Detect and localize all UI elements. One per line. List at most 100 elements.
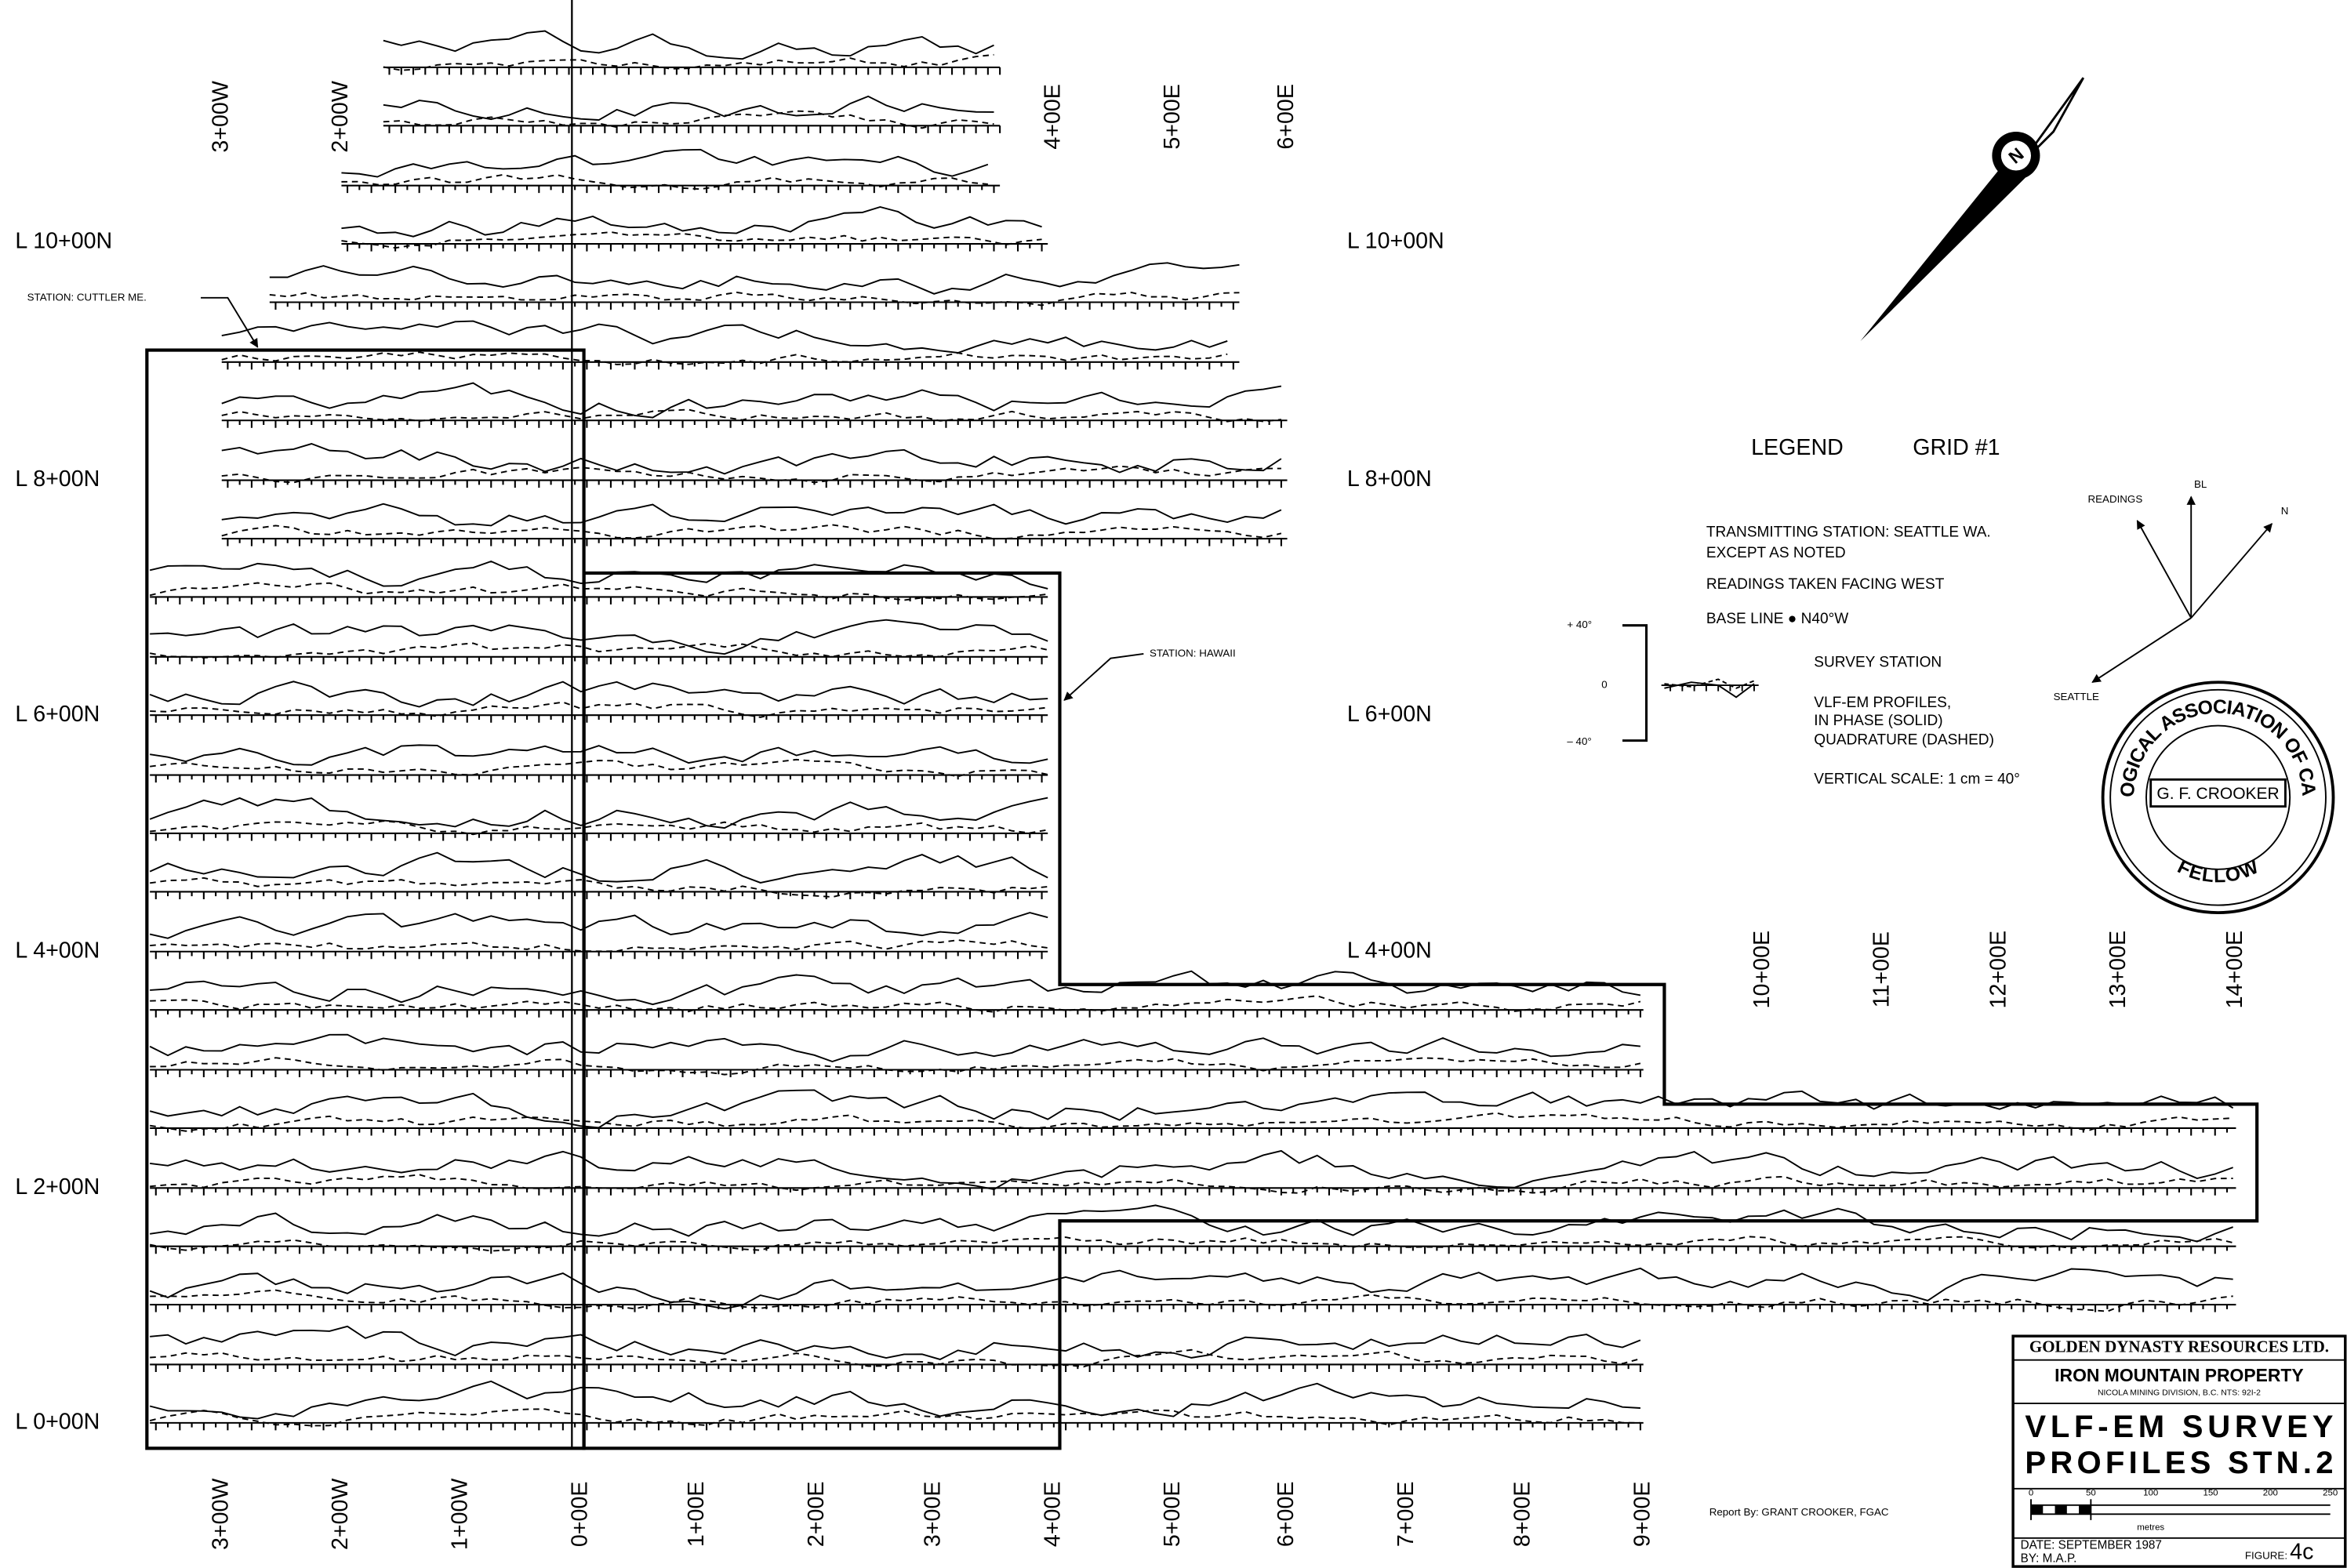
quadrature-profile bbox=[222, 524, 1281, 539]
in-phase-profile bbox=[150, 620, 1048, 655]
company: GOLDEN DYNASTY RESOURCES LTD. bbox=[2029, 1337, 2329, 1356]
line-label: L 0+00N bbox=[15, 1409, 100, 1434]
legend-text: TRANSMITTING STATION: SEATTLE WA. bbox=[1706, 524, 1991, 540]
legend-text: BASE LINE ● N40°W bbox=[1706, 611, 1848, 627]
figure: 4c bbox=[2290, 1539, 2313, 1564]
north-arrow: N bbox=[1860, 78, 2083, 341]
figure-label: FIGURE: bbox=[2245, 1549, 2287, 1561]
profile-baseline bbox=[383, 67, 1000, 75]
in-phase-profile bbox=[150, 1205, 2233, 1241]
drawn-by: BY: M.A.P. bbox=[2021, 1552, 2077, 1566]
scale-label: 0 bbox=[2029, 1489, 2033, 1498]
quadrature-profile bbox=[150, 1174, 2233, 1192]
legend-text: QUADRATURE (DASHED) bbox=[1814, 732, 1994, 749]
station-note: STATION: HAWAII bbox=[1150, 648, 1236, 659]
station-label: 11+00E bbox=[1869, 931, 1895, 1007]
station-label: 2+00E bbox=[804, 1482, 829, 1548]
profile-baseline bbox=[150, 1128, 2236, 1136]
line-label: L 4+00N bbox=[15, 938, 100, 963]
profile-baseline bbox=[150, 775, 1048, 783]
scale-bar: 050100150200250 bbox=[2029, 1489, 2338, 1520]
profile-baseline bbox=[222, 362, 1240, 370]
in-phase-profile bbox=[150, 681, 1048, 706]
profile-baseline bbox=[150, 891, 1048, 899]
profile-baseline bbox=[150, 1188, 2236, 1196]
in-phase-profile bbox=[222, 321, 1227, 353]
in-phase-profile bbox=[341, 207, 1041, 237]
direction-label: SEATTLE bbox=[2054, 691, 2099, 702]
quadrature-profile bbox=[341, 175, 987, 189]
leader bbox=[1064, 654, 1143, 700]
division: NICOLA MINING DIVISION, B.C. NTS: 92I-2 bbox=[2098, 1388, 2261, 1397]
in-phase-profile bbox=[150, 1327, 1640, 1359]
leader bbox=[201, 298, 258, 347]
station-label: 13+00E bbox=[2105, 931, 2131, 1008]
report-by: Report By: GRANT CROOKER, FGAC bbox=[1709, 1506, 1889, 1518]
station-label: 4+00E bbox=[1040, 84, 1065, 150]
station-label: 6+00E bbox=[1273, 1482, 1299, 1548]
profile-baseline bbox=[270, 302, 1240, 310]
station-label: 9+00E bbox=[1629, 1482, 1655, 1548]
station-label: 1+00E bbox=[684, 1482, 709, 1548]
station-label: 2+00W bbox=[328, 81, 353, 152]
station-label: 5+00E bbox=[1160, 84, 1185, 150]
in-phase-profile bbox=[341, 150, 987, 177]
profile-baseline bbox=[341, 244, 1048, 252]
profile-baseline bbox=[150, 1423, 1644, 1431]
in-phase-profile bbox=[150, 1090, 2233, 1127]
title-line: PROFILES STN.2 bbox=[2025, 1446, 2333, 1480]
station-label: 14+00E bbox=[2222, 931, 2247, 1008]
legend-scale: – 40° bbox=[1567, 735, 1591, 747]
station-label: 10+00E bbox=[1749, 931, 1775, 1008]
line-label: L 10+00N bbox=[1347, 229, 1444, 254]
property: IRON MOUNTAIN PROPERTY bbox=[2055, 1365, 2304, 1385]
legend-text: READINGS TAKEN FACING WEST bbox=[1706, 576, 1945, 593]
station-label: 6+00E bbox=[1273, 84, 1299, 150]
in-phase-profile bbox=[150, 971, 1640, 1004]
legend-scale: + 40° bbox=[1567, 619, 1592, 630]
title-line: VLF-EM SURVEY bbox=[2025, 1410, 2333, 1444]
line-label: L 4+00N bbox=[1347, 938, 1432, 963]
line-label: L 2+00N bbox=[15, 1174, 100, 1200]
arrow bbox=[2138, 521, 2192, 618]
station-label: 2+00W bbox=[328, 1479, 353, 1550]
profile-baseline bbox=[150, 715, 1048, 723]
line-label: L 8+00N bbox=[1347, 466, 1432, 492]
in-phase-profile bbox=[150, 853, 1048, 883]
in-phase-profile bbox=[270, 263, 1240, 294]
legend-bracket bbox=[1622, 626, 1647, 741]
scale-label: 100 bbox=[2143, 1489, 2158, 1498]
legend-text: SURVEY STATION bbox=[1814, 654, 1942, 670]
scale-label: 200 bbox=[2263, 1489, 2278, 1498]
station-label: 5+00E bbox=[1160, 1482, 1185, 1548]
quadrature-profile bbox=[341, 232, 1041, 248]
title-block: GOLDEN DYNASTY RESOURCES LTD. IRON MOUNT… bbox=[2013, 1336, 2345, 1566]
station-note: STATION: CUTTLER ME. bbox=[27, 291, 147, 303]
station-label: 3+00W bbox=[208, 1479, 233, 1550]
station-label: 7+00E bbox=[1393, 1482, 1419, 1548]
direction-label: READINGS bbox=[2088, 493, 2143, 505]
arrow bbox=[2191, 524, 2272, 618]
direction-label: BL bbox=[2194, 478, 2207, 490]
profile-baseline bbox=[150, 597, 1048, 604]
legend-text: IN PHASE (SOLID) bbox=[1814, 713, 1942, 729]
legend-grid: GRID #1 bbox=[1913, 435, 2000, 460]
profile-baseline bbox=[150, 1010, 1644, 1018]
station-label: 3+00W bbox=[208, 81, 233, 152]
profile-baseline bbox=[222, 539, 1288, 546]
quadrature-profile bbox=[150, 1236, 2233, 1250]
survey-map: STATION: CUTTLER ME. STATION: HAWAII N L… bbox=[0, 0, 2347, 1568]
scale-frame bbox=[2031, 1499, 2331, 1520]
profile-baseline bbox=[150, 952, 1048, 960]
quadrature-profile bbox=[150, 940, 1048, 951]
legend-text: VERTICAL SCALE: 1 cm = 40° bbox=[1814, 771, 2020, 787]
date: DATE: SEPTEMBER 1987 bbox=[2021, 1538, 2162, 1552]
scale-label: 50 bbox=[2086, 1489, 2096, 1498]
profile-baseline bbox=[150, 657, 1048, 665]
seal-text: FELLOW bbox=[2174, 856, 2262, 887]
quadrature-profile bbox=[150, 1290, 2233, 1312]
quadrature-profile bbox=[150, 821, 1048, 834]
profile-baseline bbox=[150, 1305, 2236, 1312]
seal-text-path: FELLOW bbox=[2174, 856, 2262, 887]
profile-baseline bbox=[222, 481, 1288, 488]
